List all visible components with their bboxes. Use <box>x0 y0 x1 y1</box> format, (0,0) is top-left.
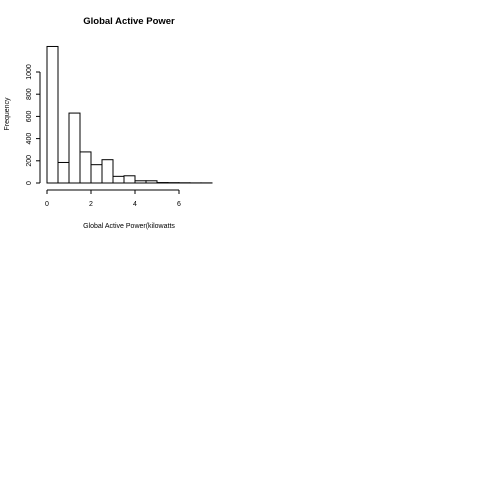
histogram-bar <box>91 165 102 183</box>
y-tick-label: 1000 <box>26 64 33 80</box>
y-tick-label: 0 <box>26 181 33 185</box>
histogram-bar <box>146 181 157 183</box>
chart-title: Global Active Power <box>83 16 175 27</box>
y-axis-label: Frequency <box>4 97 11 131</box>
histogram-bar <box>102 160 113 183</box>
x-tick-label: 4 <box>133 201 137 208</box>
y-tick-label: 600 <box>26 110 33 122</box>
y-tick-label: 800 <box>26 88 33 100</box>
histogram-bar <box>124 176 135 183</box>
histogram-bar <box>47 46 58 183</box>
x-axis: 0 2 4 6 <box>45 190 181 208</box>
x-tick-label: 2 <box>89 201 93 208</box>
y-tick-label: 400 <box>26 133 33 145</box>
histogram-bar <box>135 181 146 183</box>
histogram-bar <box>80 152 91 183</box>
histogram-bar <box>113 176 124 183</box>
histogram-bar <box>69 113 80 183</box>
bars-group <box>47 46 212 183</box>
y-tick-label: 200 <box>26 155 33 167</box>
x-tick-label: 6 <box>177 201 181 208</box>
x-axis-label: Global Active Power(kilowatts <box>83 223 175 230</box>
histogram-bar <box>58 162 69 183</box>
y-axis: 0 200 400 600 800 1000 <box>26 64 40 185</box>
x-tick-label: 0 <box>45 201 49 208</box>
